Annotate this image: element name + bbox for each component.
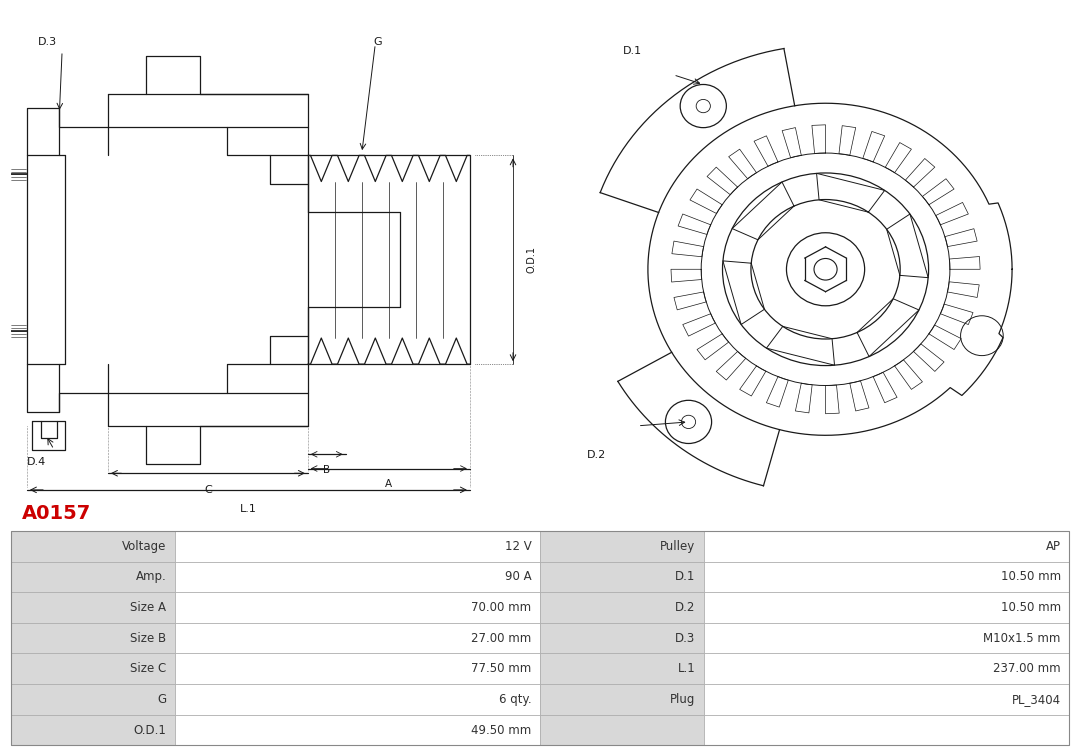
- Bar: [704, 562, 1069, 592]
- Text: A: A: [386, 479, 392, 489]
- Text: A0157: A0157: [22, 504, 91, 523]
- Text: G: G: [374, 37, 382, 47]
- Text: D.1: D.1: [622, 47, 642, 56]
- Text: 90 A: 90 A: [505, 570, 531, 584]
- Text: M10x1.5 mm: M10x1.5 mm: [984, 632, 1061, 645]
- Text: Plug: Plug: [671, 693, 696, 706]
- Bar: [175, 715, 540, 745]
- Bar: [540, 531, 704, 562]
- Bar: [704, 623, 1069, 654]
- Bar: [175, 684, 540, 715]
- Bar: [11, 531, 175, 562]
- Bar: [11, 623, 175, 654]
- Bar: [175, 623, 540, 654]
- Text: 77.50 mm: 77.50 mm: [471, 663, 531, 675]
- Bar: [175, 562, 540, 592]
- Text: D.1: D.1: [675, 570, 696, 584]
- Bar: [175, 531, 540, 562]
- Bar: [11, 715, 175, 745]
- Text: 237.00 mm: 237.00 mm: [994, 663, 1061, 675]
- Text: D.3: D.3: [675, 632, 696, 645]
- Text: L.1: L.1: [678, 663, 696, 675]
- Bar: [704, 654, 1069, 684]
- Bar: [11, 684, 175, 715]
- Bar: [540, 654, 704, 684]
- Text: B: B: [323, 465, 330, 474]
- Text: Voltage: Voltage: [122, 540, 166, 553]
- Bar: [704, 684, 1069, 715]
- Text: Pulley: Pulley: [660, 540, 696, 553]
- Text: AP: AP: [1045, 540, 1061, 553]
- Text: L.1: L.1: [240, 504, 257, 514]
- Text: C: C: [204, 485, 212, 495]
- Bar: [11, 654, 175, 684]
- Text: 27.00 mm: 27.00 mm: [471, 632, 531, 645]
- Bar: [175, 654, 540, 684]
- Bar: [540, 592, 704, 623]
- Text: D.4: D.4: [27, 456, 46, 467]
- Bar: [704, 592, 1069, 623]
- Text: 70.00 mm: 70.00 mm: [471, 601, 531, 614]
- Text: 12 V: 12 V: [504, 540, 531, 553]
- Text: D.2: D.2: [675, 601, 696, 614]
- Text: PL_3404: PL_3404: [1012, 693, 1061, 706]
- Text: 6 qty.: 6 qty.: [499, 693, 531, 706]
- Text: D.2: D.2: [588, 450, 606, 459]
- Text: Size C: Size C: [130, 663, 166, 675]
- Bar: [704, 531, 1069, 562]
- Bar: [175, 592, 540, 623]
- Text: 49.50 mm: 49.50 mm: [471, 724, 531, 736]
- Text: 10.50 mm: 10.50 mm: [1000, 601, 1061, 614]
- Text: D.3: D.3: [38, 37, 57, 47]
- Bar: [11, 562, 175, 592]
- Text: 10.50 mm: 10.50 mm: [1000, 570, 1061, 584]
- Text: Size B: Size B: [131, 632, 166, 645]
- Text: O.D.1: O.D.1: [134, 724, 166, 736]
- Text: Size A: Size A: [131, 601, 166, 614]
- Bar: [540, 562, 704, 592]
- Bar: [11, 592, 175, 623]
- Bar: [540, 715, 704, 745]
- Bar: [704, 715, 1069, 745]
- Bar: [540, 684, 704, 715]
- Bar: [540, 623, 704, 654]
- Text: G: G: [158, 693, 166, 706]
- Text: O.D.1: O.D.1: [527, 246, 537, 273]
- Text: Amp.: Amp.: [136, 570, 166, 584]
